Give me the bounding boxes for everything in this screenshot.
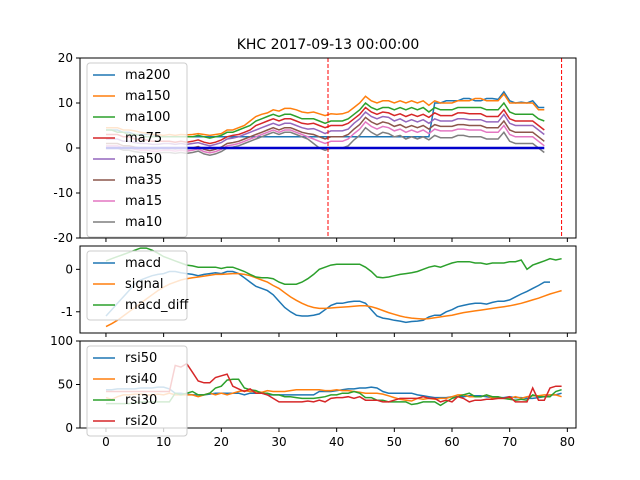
x-tick-label: 30 — [271, 435, 286, 449]
x-tick-label: 50 — [387, 435, 402, 449]
legend-label-ma15: ma15 — [125, 194, 162, 209]
legend-label-rsi40: rsi40 — [125, 372, 157, 387]
legend-label-signal: signal — [125, 277, 163, 292]
x-tick-label: 40 — [329, 435, 344, 449]
legend-label-rsi20: rsi20 — [125, 414, 157, 429]
legend-label-ma200: ma200 — [125, 68, 170, 83]
legend-box — [86, 345, 188, 437]
legend-box — [86, 62, 188, 238]
legend-label-macd_diff: macd_diff — [125, 298, 189, 313]
axes-frame — [79, 245, 577, 334]
legend-label-rsi50: rsi50 — [125, 351, 157, 366]
y-tick-label: 0 — [65, 262, 73, 276]
legend-label-ma75: ma75 — [125, 131, 162, 146]
panel-macd: -1 0 macd signal macd_diff — [61, 245, 577, 337]
y-tick-label: 20 — [58, 51, 73, 65]
y-tick-label: 0 — [65, 421, 73, 435]
legend: rsi50 rsi40 rsi30 rsi20 — [86, 345, 188, 437]
chart-title: KHC 2017-09-13 00:00:00 — [237, 37, 420, 53]
y-tick-label: -10 — [53, 186, 73, 200]
x-tick-label: 0 — [102, 435, 110, 449]
y-tick-label: -20 — [53, 231, 73, 245]
legend-label-ma35: ma35 — [125, 173, 162, 188]
legend-label-rsi30: rsi30 — [125, 393, 157, 408]
x-tick-label: 60 — [444, 435, 459, 449]
x-tick-label: 20 — [214, 435, 229, 449]
y-tick-label: 10 — [58, 96, 73, 110]
y-tick-label: 0 — [65, 141, 73, 155]
legend: ma200 ma150 ma100 ma75 ma50 ma35 ma15 ma10 — [86, 62, 188, 238]
legend-label-ma10: ma10 — [125, 215, 162, 230]
legend-label-macd: macd — [125, 256, 161, 271]
panel-price-ma: -20-1001020ma200ma150ma100ma75ma50ma35ma… — [53, 51, 577, 245]
y-tick-label: -1 — [61, 305, 73, 319]
x-tick-label: 70 — [502, 435, 517, 449]
legend-label-ma100: ma100 — [125, 110, 170, 125]
legend-box — [86, 250, 188, 321]
x-tick-label: 10 — [156, 435, 171, 449]
legend-label-ma150: ma150 — [125, 89, 170, 104]
legend: macd signal macd_diff — [86, 250, 189, 321]
x-tick-label: 80 — [560, 435, 575, 449]
y-tick-label: 100 — [50, 334, 73, 348]
y-tick-label: 50 — [58, 378, 73, 392]
legend-label-ma50: ma50 — [125, 152, 162, 167]
